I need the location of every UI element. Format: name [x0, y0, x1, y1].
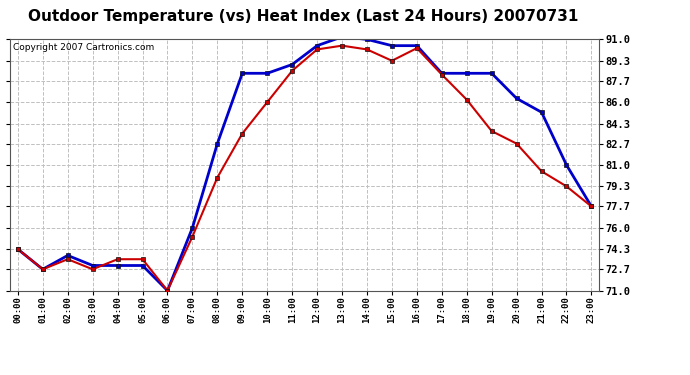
Text: Outdoor Temperature (vs) Heat Index (Last 24 Hours) 20070731: Outdoor Temperature (vs) Heat Index (Las…: [28, 9, 579, 24]
Text: Copyright 2007 Cartronics.com: Copyright 2007 Cartronics.com: [13, 43, 155, 52]
